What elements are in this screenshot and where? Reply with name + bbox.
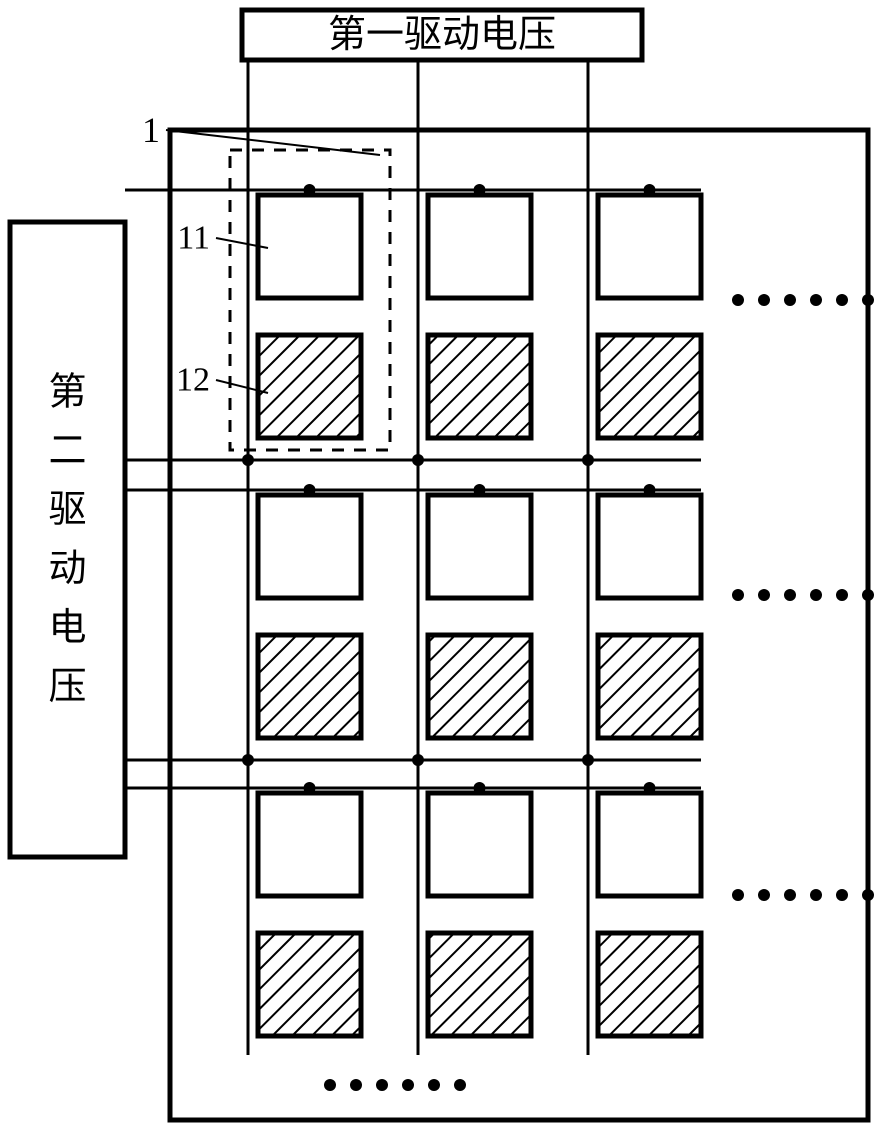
junction-dot [474,782,486,794]
junction-dot [304,782,316,794]
pixel-cell-empty [428,195,531,298]
pixel-cell-empty [258,195,361,298]
junction-dot [242,754,254,766]
junction-dot [582,754,594,766]
ellipsis-dot [454,1079,466,1091]
junction-dot [412,454,424,466]
ellipsis-dot [758,589,770,601]
ellipsis-dot [784,589,796,601]
pixel-cell-hatched [598,335,701,438]
pixel-cell-hatched [258,933,361,1036]
ellipsis-dot [732,294,744,306]
ellipsis-dot [810,889,822,901]
junction-dot [644,782,656,794]
ellipsis-dot [758,889,770,901]
ellipsis-dot [324,1079,336,1091]
pixel-cell-hatched [598,933,701,1036]
pixel-cell-hatched [428,933,531,1036]
ellipsis-dot [428,1079,440,1091]
junction-dot [412,754,424,766]
pixel-cell-empty [598,495,701,598]
pixel-cell-hatched [598,635,701,738]
callout-1-leader [166,130,380,155]
ellipsis-dot [836,294,848,306]
junction-dot [304,184,316,196]
ellipsis-dot [376,1079,388,1091]
ellipsis-dot [402,1079,414,1091]
ellipsis-dot [732,889,744,901]
pixel-cell-empty [598,793,701,896]
pixel-cell-empty [428,793,531,896]
ellipsis-dot [862,889,874,901]
callout-12-text: 12 [176,362,210,399]
pixel-cell-hatched [258,335,361,438]
pixel-cell-empty [428,495,531,598]
ellipsis-dot [862,294,874,306]
ellipsis-dot [810,294,822,306]
junction-dot [304,484,316,496]
junction-dot [644,484,656,496]
junction-dot [474,484,486,496]
ellipsis-dot [836,889,848,901]
ellipsis-dot [784,294,796,306]
junction-dot [242,454,254,466]
callout-11-text: 11 [177,220,210,257]
callout-1-text: 1 [142,110,160,150]
ellipsis-dot [758,294,770,306]
pixel-cell-empty [258,793,361,896]
ellipsis-dot [836,589,848,601]
pixel-cell-hatched [428,635,531,738]
ellipsis-dot [862,589,874,601]
ellipsis-dot [810,589,822,601]
ellipsis-dot [350,1079,362,1091]
pixel-cell-empty [598,195,701,298]
pixel-cell-hatched [428,335,531,438]
junction-dot [474,184,486,196]
ellipsis-dot [732,589,744,601]
pixel-cell-hatched [258,635,361,738]
junction-dot [644,184,656,196]
junction-dot [582,454,594,466]
left-driver-box [10,222,125,857]
ellipsis-dot [784,889,796,901]
pixel-cell-empty [258,495,361,598]
top-driver-text: 第一驱动电压 [328,14,556,56]
